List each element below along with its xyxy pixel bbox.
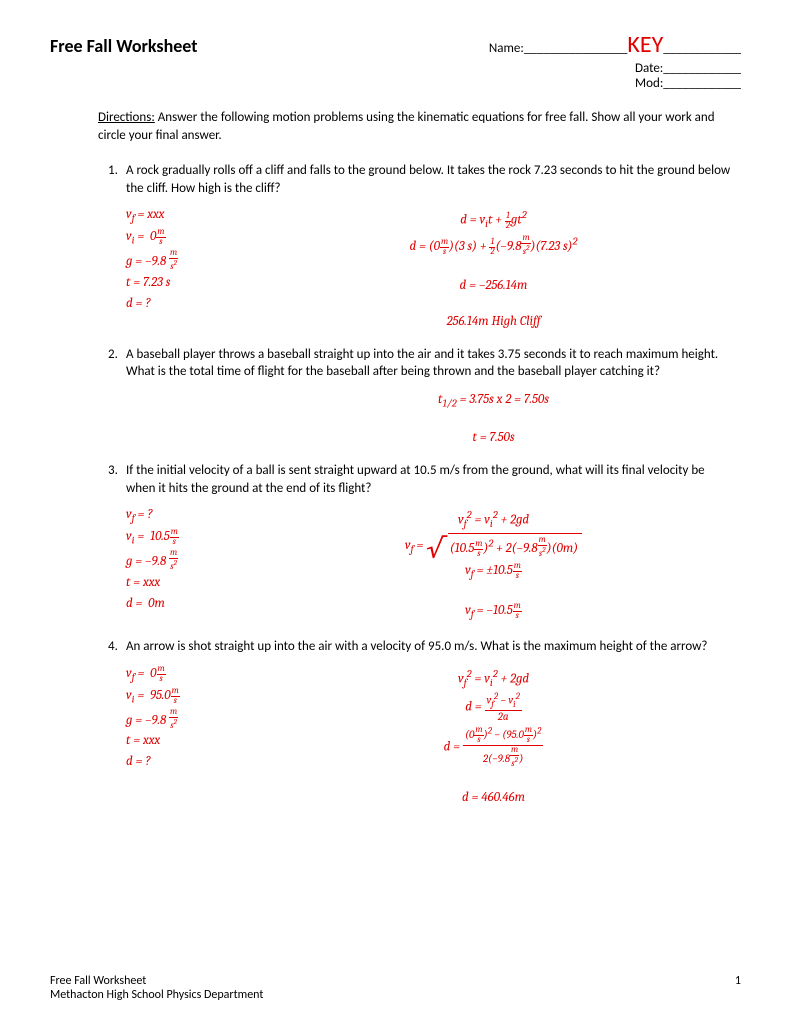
name-label: Name: [489, 41, 524, 56]
calc-line: vf = −10.5ms [256, 602, 731, 621]
calc-line: d = (0ms)(3 s) + 12(−9.8ms2)(7.23 s)2 [256, 234, 731, 257]
question-body: A baseball player throws a baseball stra… [126, 346, 731, 381]
problem-3: 3.If the initial velocity of a ball is s… [98, 462, 731, 624]
calc-line [256, 260, 731, 275]
question-text: 2.A baseball player throws a baseball st… [98, 346, 731, 381]
calc-line: d = 460.46m [256, 790, 731, 805]
calc-line [256, 772, 731, 787]
question-number: 2. [98, 346, 126, 381]
calc-line: vf2 = vi2 + 2gd [256, 667, 731, 689]
page-title: Free Fall Worksheet [50, 35, 489, 57]
problem-1: 1.A rock gradually rolls off a cliff and… [98, 162, 731, 331]
calc-line: d = (0ms)2 − (95.0ms)22(−9.8ms2) [256, 726, 731, 769]
question-number: 3. [98, 462, 126, 497]
calc-line: d = vit + 12gt2 [256, 208, 731, 230]
mod-blank: ____________ [663, 76, 741, 91]
work-area: vf = xxxvi = 0msg = −9.8 ms2t = 7.23 sd … [98, 205, 731, 331]
givens: vf = xxxvi = 0msg = −9.8 ms2t = 7.23 sd … [126, 205, 256, 331]
directions-label: Directions: [98, 110, 155, 125]
question-body: If the initial velocity of a ball is sen… [126, 462, 731, 497]
question-text: 3.If the initial velocity of a ball is s… [98, 462, 731, 497]
footer-dept: Methacton High School Physics Department [50, 988, 263, 1002]
calc-line: vf = √(10.5ms)2 + 2(−9.8ms2)(0m) [256, 533, 731, 559]
question-body: An arrow is shot straight up into the ai… [126, 638, 731, 656]
givens [126, 389, 256, 449]
mod-label: Mod: [635, 76, 663, 91]
question-number: 4. [98, 638, 126, 656]
calc-line: 256.14m High Cliff [256, 314, 731, 329]
calc-line: vf = ±10.5ms [256, 562, 731, 581]
problem-4: 4.An arrow is shot straight up into the … [98, 638, 731, 807]
key-blank: ____________ [663, 41, 741, 56]
calc-line: d = vf2 − vi22a [256, 692, 731, 723]
calc-line: t1/2 = 3.75s x 2 = 7.50s [256, 392, 731, 410]
calculation: vf2 = vi2 + 2gd d = vf2 − vi22ad = (0ms)2… [256, 664, 731, 808]
calc-line [256, 584, 731, 599]
calculation: vf2 = vi2 + 2gd vf = √(10.5ms)2 + 2(−9.8m… [256, 505, 731, 624]
calculation: t1/2 = 3.75s x 2 = 7.50s t = 7.50s [256, 389, 731, 449]
key-text: KEY [627, 30, 663, 59]
calc-line: t = 7.50s [256, 430, 731, 445]
question-number: 1. [98, 162, 126, 197]
date-blank: ____________ [663, 61, 741, 76]
name-line: Name:________________KEY____________ [489, 30, 741, 59]
work-area: vf = 0msvi = 95.0msg = −9.8 ms2t = xxxd … [98, 664, 731, 808]
question-body: A rock gradually rolls off a cliff and f… [126, 162, 731, 197]
footer-page: 1 [735, 974, 741, 1002]
name-blank: ________________ [524, 41, 628, 56]
directions: Directions: Answer the following motion … [98, 109, 731, 144]
calc-line: vf2 = vi2 + 2gd [256, 508, 731, 530]
footer-left: Free Fall Worksheet Methacton High Schoo… [50, 974, 263, 1002]
question-text: 4.An arrow is shot straight up into the … [98, 638, 731, 656]
work-area: vf = ?vi = 10.5msg = −9.8 ms2t = xxxd = … [98, 505, 731, 624]
work-area: t1/2 = 3.75s x 2 = 7.50s t = 7.50s [98, 389, 731, 449]
calculation: d = vit + 12gt2 d = (0ms)(3 s) + 12(−9.8m… [256, 205, 731, 331]
question-text: 1.A rock gradually rolls off a cliff and… [98, 162, 731, 197]
footer-title: Free Fall Worksheet [50, 974, 263, 988]
date-label: Date: [635, 61, 663, 76]
calc-line [256, 296, 731, 311]
directions-text: Answer the following motion problems usi… [98, 110, 715, 143]
givens: vf = 0msvi = 95.0msg = −9.8 ms2t = xxxd … [126, 664, 256, 808]
givens: vf = ?vi = 10.5msg = −9.8 ms2t = xxxd = … [126, 505, 256, 624]
calc-line [256, 412, 731, 427]
calc-line: d = −256.14m [256, 278, 731, 293]
problem-2: 2.A baseball player throws a baseball st… [98, 346, 731, 449]
